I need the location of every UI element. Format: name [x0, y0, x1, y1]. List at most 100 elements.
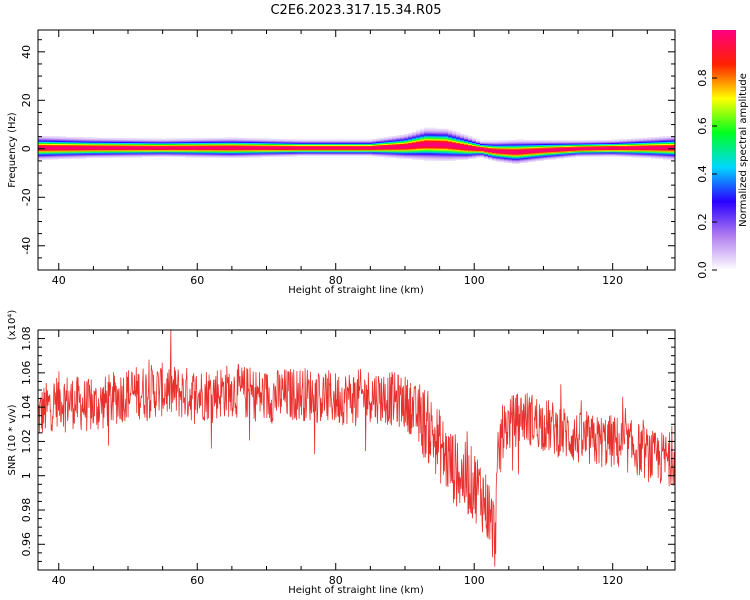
heatmap-cell [141, 139, 146, 141]
heatmap-cell [376, 153, 381, 155]
heatmap-cell [575, 145, 580, 148]
heatmap-cell [288, 155, 294, 157]
heatmap-cell [276, 155, 282, 157]
heatmap-cell [324, 143, 330, 146]
heatmap-cell [412, 139, 417, 141]
heatmap-cell [463, 158, 469, 160]
heatmap-cell [69, 143, 75, 146]
heatmap-cell [491, 149, 497, 152]
heatmap-cell [519, 159, 525, 161]
heatmap-cell [260, 148, 266, 151]
heatmap-cell [237, 144, 242, 147]
heatmap-cell [475, 146, 481, 149]
heatmap-cell [161, 142, 166, 145]
heatmap-cell [487, 153, 493, 155]
heatmap-cell [328, 150, 334, 153]
heatmap-cell [340, 139, 346, 141]
heatmap-cell [643, 153, 648, 155]
heatmap-cell [332, 154, 338, 156]
heatmap-cell [300, 147, 306, 150]
heatmap-cell [392, 143, 397, 146]
heatmap-cell [412, 134, 417, 136]
heatmap-cell [463, 143, 469, 146]
heatmap-cell [424, 145, 429, 148]
heatmap-cell [45, 144, 51, 147]
heatmap-cell [444, 159, 449, 161]
heatmap-cell [420, 146, 425, 149]
heatmap-cell [503, 144, 509, 147]
heatmap-cell [555, 151, 561, 154]
heatmap-cell [663, 140, 668, 142]
heatmap-cell [392, 141, 397, 143]
heatmap-cell [460, 147, 465, 150]
heatmap-cell [499, 140, 505, 142]
heatmap-cell [412, 138, 417, 140]
heatmap-cell [551, 157, 557, 159]
heatmap-cell [268, 138, 274, 140]
heatmap-cell [448, 136, 453, 138]
heatmap-cell [535, 150, 541, 153]
heatmap-cell [316, 154, 322, 156]
heatmap-cell [647, 148, 652, 151]
heatmap-cell [249, 138, 254, 140]
heatmap-cell [467, 136, 473, 138]
heatmap-cell [392, 145, 397, 148]
heatmap-cell [49, 146, 55, 149]
heatmap-cell [507, 150, 513, 153]
heatmap-cell [479, 155, 485, 157]
heatmap-cell [272, 149, 278, 152]
heatmap-cell [153, 150, 158, 153]
heatmap-cell [241, 153, 246, 155]
heatmap-cell [523, 143, 529, 146]
heatmap-cell [133, 154, 139, 156]
heatmap-cell [233, 140, 238, 142]
heatmap-cell [372, 151, 377, 154]
heatmap-cell [400, 156, 405, 158]
heatmap-cell [420, 143, 425, 146]
heatmap-cell [460, 135, 465, 137]
heatmap-cell [479, 149, 485, 152]
heatmap-cell [555, 156, 561, 158]
heatmap-cell [388, 145, 393, 148]
heatmap-cell [368, 149, 373, 152]
heatmap-cell [384, 154, 389, 156]
heatmap-cell [547, 156, 553, 158]
heatmap-cell [416, 147, 421, 150]
heatmap-cell [507, 148, 513, 151]
heatmap-cell [655, 153, 660, 155]
heatmap-cell [595, 147, 600, 150]
heatmap-cell [671, 145, 675, 148]
heatmap-cell [543, 145, 549, 148]
heatmap-cell [113, 143, 119, 146]
heatmap-cell [368, 143, 373, 146]
heatmap-cell [85, 138, 91, 140]
heatmap-cell [141, 154, 146, 156]
heatmap-cell [308, 145, 314, 148]
heatmap-cell [575, 149, 580, 152]
heatmap-cell [555, 140, 561, 142]
heatmap-cell [551, 155, 557, 157]
heatmap-cell [396, 135, 401, 137]
heatmap-cell [252, 140, 258, 142]
heatmap-cell [93, 138, 99, 140]
heatmap-cell [41, 141, 47, 143]
heatmap-cell [364, 147, 369, 150]
heatmap-cell [491, 155, 497, 157]
heatmap-cell [49, 143, 55, 146]
heatmap-cell [651, 148, 656, 151]
heatmap-cell [507, 158, 513, 160]
heatmap-cell [264, 143, 270, 146]
heatmap-cell [237, 148, 242, 151]
heatmap-cell [623, 151, 628, 154]
heatmap-cell [276, 148, 282, 151]
heatmap-cell [181, 149, 186, 152]
heatmap-cell [631, 154, 636, 156]
heatmap-cell [356, 142, 361, 145]
heatmap-cell [288, 143, 294, 146]
heatmap-cell [288, 147, 294, 150]
heatmap-cell [404, 148, 409, 151]
heatmap-cell [487, 150, 493, 153]
heatmap-cell [424, 140, 429, 142]
heatmap-cell [276, 142, 282, 145]
